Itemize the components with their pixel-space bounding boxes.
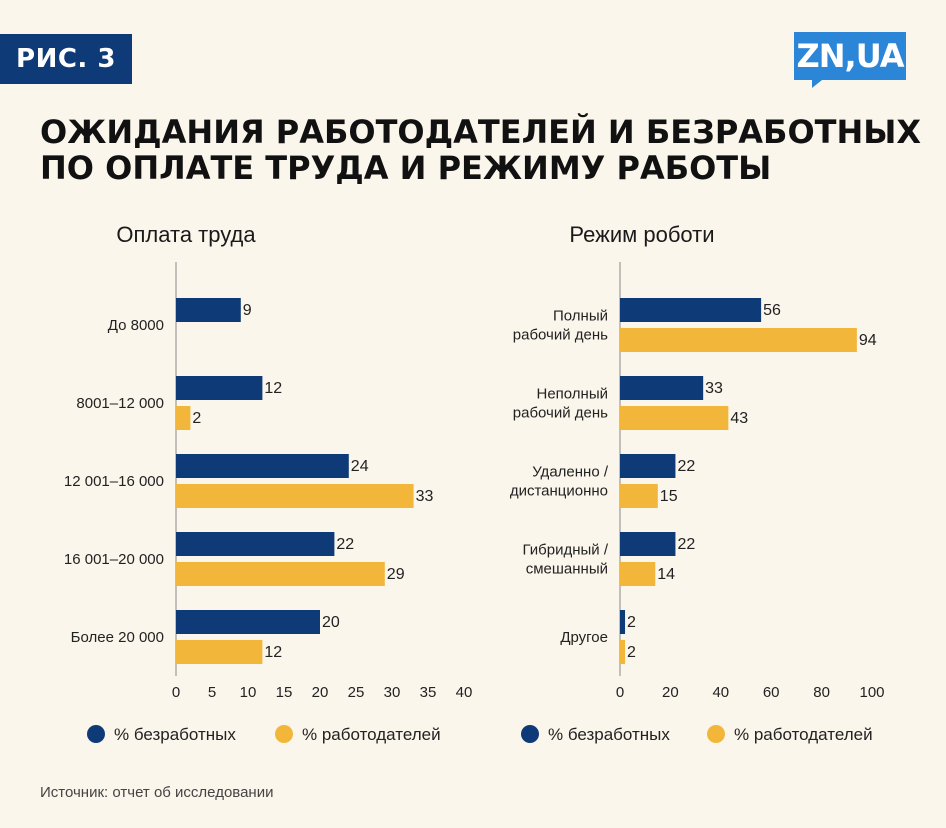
chart-2-category-label-3-1: смешанный <box>526 561 608 578</box>
chart-2-category-label-3-0: Гибридный / <box>522 542 608 559</box>
chart-2-bar-0-4 <box>620 610 626 634</box>
chart-2-value-label-1-0: 94 <box>859 332 877 349</box>
zn-ua-logo: ZN,UA <box>794 32 906 80</box>
chart-1-x-tick-2: 10 <box>240 684 257 701</box>
chart-2-title: Режим роботи <box>569 222 714 247</box>
chart-1-value-label-1-1: 2 <box>192 410 201 427</box>
title-line-1: ОЖИДАНИЯ РАБОТОДАТЕЛЕЙ И БЕЗРАБОТНЫХ <box>40 113 922 151</box>
chart-1-legend-label-1: % работодателей <box>302 725 441 744</box>
chart-1-value-label-0-3: 22 <box>336 536 354 553</box>
chart-2-x-tick-2: 40 <box>712 684 729 701</box>
chart-1-value-label-1-4: 12 <box>264 644 282 661</box>
chart-2-legend-swatch-1 <box>707 725 725 743</box>
chart-1-bar-0-2 <box>176 454 349 478</box>
chart-1-x-tick-0: 0 <box>172 684 180 701</box>
chart-2-bar-0-0 <box>620 298 762 322</box>
chart-2-bar-0-1 <box>620 376 704 400</box>
chart-1-bar-0-4 <box>176 610 320 634</box>
figure-badge: РИС. 3 <box>0 34 132 84</box>
chart-2-value-label-0-2: 22 <box>677 458 695 475</box>
chart-1-value-label-0-0: 9 <box>243 302 252 319</box>
chart-1-x-tick-8: 40 <box>456 684 473 701</box>
chart-1-x-tick-1: 5 <box>208 684 216 701</box>
chart-title: ОЖИДАНИЯ РАБОТОДАТЕЛЕЙ И БЕЗРАБОТНЫХ ПО … <box>40 113 922 187</box>
chart-2-bar-1-3 <box>620 562 656 586</box>
chart-2-value-label-1-3: 14 <box>657 566 675 583</box>
chart-1-legend-label-0: % безработных <box>114 725 236 744</box>
title-line-2: ПО ОПЛАТЕ ТРУДА И РЕЖИМУ РАБОТЫ <box>40 149 772 187</box>
chart-2-bar-1-4 <box>620 640 626 664</box>
chart-1-legend-swatch-1 <box>275 725 293 743</box>
chart-1-value-label-0-1: 12 <box>264 380 282 397</box>
chart-1-bar-0-1 <box>176 376 263 400</box>
chart-1-x-tick-3: 15 <box>276 684 293 701</box>
chart-2-category-label-2-1: дистанционно <box>510 483 608 500</box>
chart-2-bar-0-3 <box>620 532 676 556</box>
chart-1-x-tick-4: 20 <box>312 684 329 701</box>
chart-2-value-label-0-4: 2 <box>627 614 636 631</box>
chart-1-value-label-0-4: 20 <box>322 614 340 631</box>
chart-2-bar-1-2 <box>620 484 658 508</box>
chart-1-bar-0-3 <box>176 532 335 556</box>
chart-2-value-label-1-1: 43 <box>730 410 748 427</box>
chart-2-category-label-4-0: Другое <box>560 629 608 646</box>
chart-1-value-label-1-2: 33 <box>416 488 434 505</box>
chart-2-x-tick-1: 20 <box>662 684 679 701</box>
chart-1-title: Оплата труда <box>116 222 256 247</box>
chart-1-bar-1-1 <box>176 406 191 430</box>
chart-1-value-label-1-3: 29 <box>387 566 405 583</box>
chart-2-category-label-0-0: Полный <box>553 308 608 325</box>
chart-2-bar-1-0 <box>620 328 857 352</box>
chart-2-category-label-2-0: Удаленно / <box>532 464 609 481</box>
chart-2-value-label-0-0: 56 <box>763 302 781 319</box>
chart-2-bar-1-1 <box>620 406 729 430</box>
chart-2-value-label-1-2: 15 <box>660 488 678 505</box>
chart-2-category-label-0-1: рабочий день <box>513 327 608 344</box>
chart-2-bar-0-2 <box>620 454 676 478</box>
chart-1-bar-1-3 <box>176 562 385 586</box>
chart-2-legend-swatch-0 <box>521 725 539 743</box>
chart-2-category-label-1-0: Неполный <box>536 386 608 403</box>
chart-1-category-label-2-0: 12 001–16 000 <box>64 473 164 490</box>
chart-2-value-label-0-3: 22 <box>677 536 695 553</box>
chart-1-x-tick-6: 30 <box>384 684 401 701</box>
chart-2-x-tick-5: 100 <box>859 684 884 701</box>
chart-2-category-label-1-1: рабочий день <box>513 405 608 422</box>
chart-2-legend-label-1: % работодателей <box>734 725 873 744</box>
chart-1-bar-1-4 <box>176 640 263 664</box>
chart-2-value-label-1-4: 2 <box>627 644 636 661</box>
chart-1-legend-swatch-0 <box>87 725 105 743</box>
chart-1-x-tick-5: 25 <box>348 684 365 701</box>
chart-2-value-label-0-1: 33 <box>705 380 723 397</box>
chart-1-value-label-0-2: 24 <box>351 458 369 475</box>
chart-1-bar-1-2 <box>176 484 414 508</box>
chart-1-x-tick-7: 35 <box>420 684 437 701</box>
chart-1-category-label-1-0: 8001–12 000 <box>76 395 164 412</box>
chart-1-category-label-0-0: До 8000 <box>108 317 164 334</box>
logo-tail <box>812 80 822 88</box>
chart-2-x-tick-0: 0 <box>616 684 624 701</box>
chart-1-category-label-3-0: 16 001–20 000 <box>64 551 164 568</box>
source-note: Источник: отчет об исследовании <box>40 784 274 801</box>
chart-2-legend-label-0: % безработных <box>548 725 670 744</box>
chart-2-x-tick-4: 80 <box>813 684 830 701</box>
chart-2-x-tick-3: 60 <box>763 684 780 701</box>
chart-1-category-label-4-0: Более 20 000 <box>71 629 164 646</box>
chart-1-bar-0-0 <box>176 298 241 322</box>
